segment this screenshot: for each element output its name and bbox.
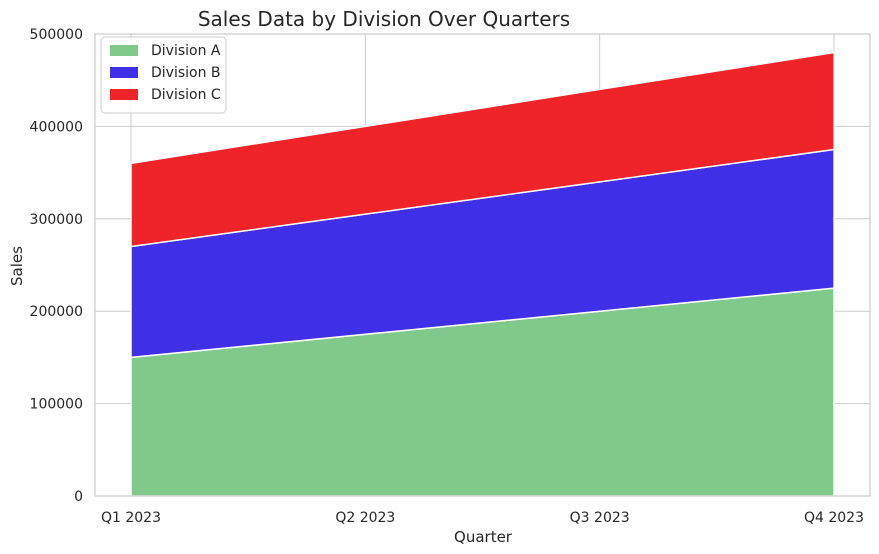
tick-labels: 0 100000 200000 300000 400000 500000 Q1 2023 Q2… [30,27,864,526]
x-axis-label: Quarter [454,528,513,546]
y-tick-label: 200000 [30,304,83,320]
chart-title: Sales Data by Division Over Quarters [198,7,570,31]
area-series-group [130,51,835,497]
y-axis-label: Sales [8,246,26,286]
y-tick-label: 300000 [30,212,83,228]
x-tick-label: Q3 2023 [570,510,630,526]
y-tick-label: 100000 [30,397,83,413]
x-tick-label: Q4 2023 [804,510,864,526]
division-a-legend-label: Division A [151,43,221,59]
plot-frame [94,33,871,497]
x-tick-label: Q1 2023 [101,510,161,526]
x-tick-label: Q2 2023 [335,510,395,526]
plot-border [94,33,871,497]
division-c-legend-swatch [110,89,138,100]
y-tick-label: 500000 [30,27,83,43]
division-b-legend-swatch [110,67,138,78]
legend: Division A Division B Division C [100,36,227,114]
division-a-legend-swatch [110,45,138,56]
division-c-legend-label: Division C [151,87,221,103]
division-c-area [130,51,835,248]
division-b-legend-label: Division B [151,65,221,81]
y-tick-label: 0 [74,489,83,505]
y-tick-label: 400000 [30,119,83,135]
